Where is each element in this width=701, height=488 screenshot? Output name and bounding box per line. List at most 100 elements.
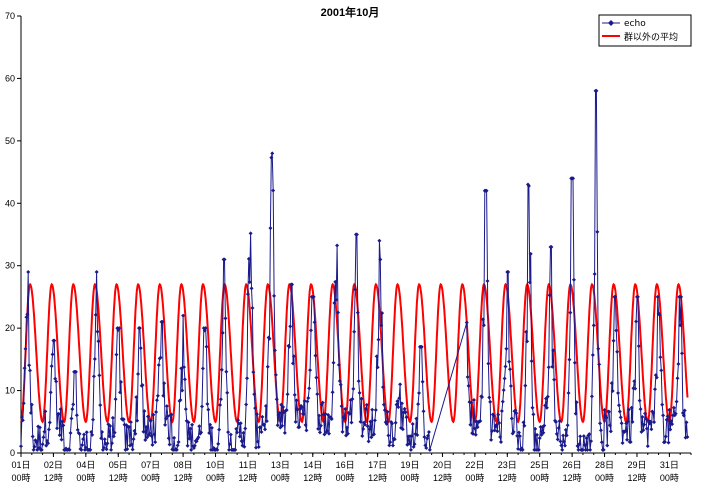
x-tick-label-day: 26日 bbox=[563, 460, 582, 470]
echo-point bbox=[46, 427, 51, 432]
echo-point bbox=[638, 407, 643, 412]
echo-point bbox=[61, 423, 66, 428]
echo-point bbox=[207, 430, 212, 435]
echo-point bbox=[82, 432, 87, 437]
echo-point bbox=[554, 431, 559, 436]
echo-point bbox=[343, 406, 348, 411]
echo-point bbox=[28, 368, 33, 373]
echo-point bbox=[388, 440, 393, 445]
echo-point bbox=[506, 269, 511, 274]
echo-point bbox=[136, 371, 141, 376]
echo-point bbox=[562, 439, 567, 444]
echo-point bbox=[466, 383, 471, 388]
echo-point bbox=[218, 397, 223, 402]
echo-point bbox=[121, 417, 126, 422]
echo-point bbox=[79, 447, 84, 452]
echo-point bbox=[233, 447, 238, 452]
echo-point bbox=[50, 352, 55, 357]
echo-point bbox=[204, 344, 209, 349]
echo-point bbox=[34, 439, 39, 444]
echo-point bbox=[104, 447, 109, 452]
echo-point bbox=[597, 362, 602, 367]
echo-point bbox=[400, 427, 405, 432]
echo-point bbox=[355, 310, 360, 315]
echo-point bbox=[113, 397, 118, 402]
echo-point bbox=[294, 398, 299, 403]
echo-point bbox=[67, 447, 72, 452]
echo-point bbox=[74, 413, 79, 418]
echo-point bbox=[263, 427, 268, 432]
echo-point bbox=[239, 439, 244, 444]
echo-point bbox=[205, 402, 210, 407]
echo-point bbox=[190, 422, 195, 427]
echo-point bbox=[145, 435, 150, 440]
echo-point bbox=[91, 417, 96, 422]
echo-point bbox=[152, 432, 157, 437]
echo-point bbox=[628, 440, 633, 445]
echo-point bbox=[420, 379, 425, 384]
echo-point bbox=[566, 390, 571, 395]
echo-point bbox=[138, 346, 143, 351]
echo-point bbox=[648, 419, 653, 424]
echo-point bbox=[625, 419, 630, 424]
echo-point bbox=[644, 426, 649, 431]
echo-point bbox=[649, 427, 654, 432]
echo-point bbox=[522, 423, 527, 428]
echo-point bbox=[630, 419, 635, 424]
echo-point bbox=[523, 383, 528, 388]
echo-point bbox=[585, 447, 590, 452]
echo-point bbox=[553, 420, 558, 425]
echo-point bbox=[517, 434, 522, 439]
echo-point bbox=[182, 377, 187, 382]
echo-point bbox=[52, 338, 57, 343]
echo-point bbox=[590, 352, 595, 357]
average-line bbox=[20, 282, 689, 424]
echo-point bbox=[662, 440, 667, 445]
echo-point bbox=[550, 364, 555, 369]
echo-point bbox=[374, 354, 379, 359]
echo-point bbox=[563, 427, 568, 432]
echo-point bbox=[320, 400, 325, 405]
echo-point bbox=[611, 338, 616, 343]
y-tick-label: 30 bbox=[5, 261, 15, 271]
echo-point bbox=[555, 437, 560, 442]
echo-point bbox=[225, 390, 230, 395]
echo-point bbox=[681, 413, 686, 418]
echo-point bbox=[652, 387, 657, 392]
x-tick-label-time: 00時 bbox=[530, 473, 549, 483]
echo-point bbox=[40, 442, 45, 447]
x-tick-label-time: 00時 bbox=[206, 473, 225, 483]
echo-point bbox=[31, 447, 36, 452]
echo-point bbox=[28, 410, 33, 415]
echo-point bbox=[264, 419, 269, 424]
x-tick-label-day: 02日 bbox=[44, 460, 63, 470]
echo-point bbox=[109, 447, 114, 452]
echo-point bbox=[495, 429, 500, 434]
echo-point bbox=[657, 312, 662, 317]
echo-point bbox=[397, 396, 402, 401]
echo-point bbox=[216, 441, 221, 446]
echo-point bbox=[274, 397, 279, 402]
echo-point bbox=[598, 421, 603, 426]
echo-point bbox=[154, 398, 159, 403]
echo-point bbox=[654, 375, 659, 380]
echo-point bbox=[357, 390, 362, 395]
echo-point bbox=[112, 430, 117, 435]
echo-point bbox=[496, 412, 501, 417]
y-axis: 0 10 20 30 40 50 60 70 bbox=[5, 11, 22, 458]
echo-point bbox=[114, 352, 119, 357]
echo-point bbox=[527, 280, 532, 285]
echo-point bbox=[498, 434, 503, 439]
echo-point bbox=[243, 426, 248, 431]
echo-point bbox=[127, 424, 132, 429]
echo-point bbox=[573, 411, 578, 416]
echo-point bbox=[661, 413, 666, 418]
echo-point bbox=[308, 328, 313, 333]
echo-point bbox=[140, 383, 145, 388]
echo-point bbox=[260, 414, 265, 419]
echo-point bbox=[666, 440, 671, 445]
echo-point bbox=[91, 374, 96, 379]
echo-point bbox=[625, 437, 630, 442]
echo-point bbox=[491, 413, 496, 418]
echo-point bbox=[464, 320, 469, 325]
